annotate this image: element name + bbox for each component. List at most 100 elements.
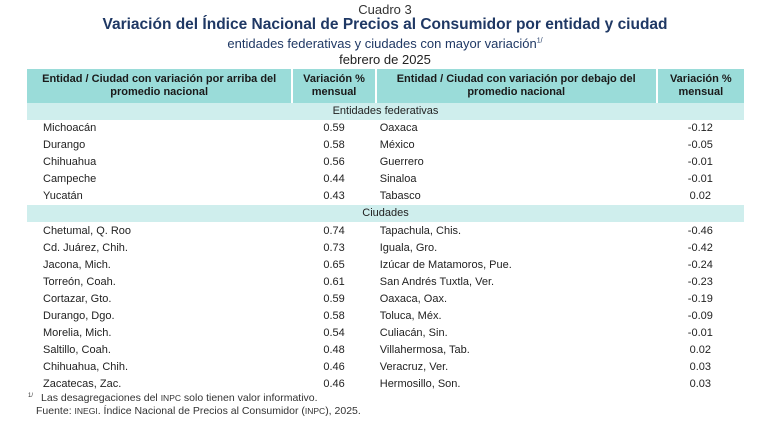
above-variation-cell: 0.59: [323, 122, 345, 135]
section-label: Entidades federativas: [27, 103, 744, 120]
above-variation-cell: 0.74: [323, 224, 345, 237]
table-row: Morelia, Mich. 0.54 Culiacán, Sin. -0.01: [27, 325, 744, 342]
above-entity-cell: Durango: [43, 139, 86, 152]
below-variation-cell: 0.02: [689, 344, 712, 357]
below-variation-cell: -0.01: [687, 173, 713, 186]
section-label: Ciudades: [27, 205, 744, 223]
above-variation-cell: 0.43: [323, 190, 345, 203]
below-entity-cell: Culiacán, Sin.: [379, 327, 448, 340]
below-entity-cell: Villahermosa, Tab.: [379, 344, 470, 357]
above-variation-cell: 0.58: [323, 139, 345, 152]
page-title: Variación del Índice Nacional de Precios…: [102, 16, 668, 33]
below-variation-cell: -0.46: [687, 224, 713, 237]
table-row: Durango, Dgo. 0.58 Toluca, Méx. -0.09: [27, 308, 744, 325]
above-entity-cell: Morelia, Mich.: [43, 327, 112, 340]
above-variation-cell: 0.59: [323, 292, 345, 305]
below-variation-cell: 0.03: [689, 378, 712, 391]
below-variation-cell: -0.24: [687, 258, 713, 271]
below-entity-cell: Toluca, Méx.: [379, 309, 442, 322]
subtitle-text: entidades federativas y ciudades con may…: [227, 36, 537, 51]
footnote-inpc: INPC: [160, 393, 181, 403]
table-row: Zacatecas, Zac. 0.46 Hermosillo, Son. 0.03: [27, 376, 744, 393]
above-entity-cell: Chihuahua, Chih.: [43, 361, 129, 374]
table-row: Chihuahua, Chih. 0.46 Veracruz, Ver. 0.03: [27, 359, 744, 376]
above-entity-cell: Cortazar, Gto.: [43, 292, 112, 305]
above-entity-cell: Cd. Juárez, Chih.: [43, 241, 128, 254]
above-entity-cell: Chetumal, Q. Roo: [43, 224, 132, 237]
above-variation-cell: 0.61: [323, 275, 345, 288]
footnote-mark: 1/: [28, 392, 34, 399]
below-variation-cell: -0.05: [687, 139, 713, 152]
source-text-a: Fuente:: [36, 405, 75, 417]
table-row: Durango 0.58 México -0.05: [27, 137, 744, 154]
below-variation-cell: 0.03: [689, 361, 712, 374]
table-row: Cd. Juárez, Chih. 0.73 Iguala, Gro. -0.42: [27, 240, 744, 257]
header-below-variation: Variación % mensual: [656, 69, 744, 103]
above-entity-cell: Michoacán: [43, 122, 97, 135]
above-entity-cell: Jacona, Mich.: [43, 258, 111, 271]
footnote-text-b: solo tienen valor informativo.: [181, 392, 318, 404]
below-variation-cell: 0.02: [689, 190, 712, 203]
table-row: Jacona, Mich. 0.65 Izúcar de Matamoros, Pu…: [27, 257, 744, 274]
below-variation-cell: -0.01: [687, 327, 713, 340]
source-text-b: . Índice Nacional de Precios al Consumid…: [97, 405, 305, 417]
above-variation-cell: 0.46: [323, 361, 345, 374]
above-entity-cell: Durango, Dgo.: [43, 309, 115, 322]
below-entity-cell: Sinaloa: [379, 173, 417, 186]
above-entity-cell: Zacatecas, Zac.: [43, 378, 122, 391]
above-variation-cell: 0.73: [323, 241, 345, 254]
source-inpc: INPC: [304, 406, 326, 416]
below-variation-cell: -0.23: [687, 275, 713, 288]
below-variation-cell: -0.19: [687, 292, 713, 305]
period-date: febrero de 2025: [339, 52, 431, 67]
below-entity-cell: Guerrero: [379, 156, 424, 169]
above-entity-cell: Yucatán: [43, 190, 83, 203]
table-row: Cortazar, Gto. 0.59 Oaxaca, Oax. -0.19: [27, 291, 744, 308]
table-row: Saltillo, Coah. 0.48 Villahermosa, Tab. 0.0…: [27, 342, 744, 359]
page-subtitle: entidades federativas y ciudades con may…: [0, 36, 770, 51]
source-inegi: INEGI: [74, 406, 98, 416]
above-variation-cell: 0.56: [323, 156, 345, 169]
table-body: Entidades federativas Michoacán 0.59 Oaxaca…: [27, 103, 744, 393]
source-note: Fuente: INEGI. Índice Nacional de Precio…: [36, 405, 361, 417]
below-variation-cell: -0.12: [687, 122, 713, 135]
section-row: Ciudades: [27, 205, 744, 223]
above-variation-cell: 0.65: [323, 258, 345, 271]
below-entity-cell: México: [379, 139, 415, 152]
below-entity-cell: Veracruz, Ver.: [379, 361, 449, 374]
table-header-row: Entidad / Ciudad con variación por arrib…: [27, 69, 744, 103]
header-below-entity: Entidad / Ciudad con variación por debaj…: [375, 69, 658, 103]
source-text-c: ), 2025.: [325, 405, 361, 417]
table-row: Campeche 0.44 Sinaloa -0.01: [27, 171, 744, 188]
footnote-text-a: Las desagregaciones del: [41, 392, 161, 404]
above-entity-cell: Chihuahua: [43, 156, 97, 169]
table-number: Cuadro 3: [358, 2, 412, 17]
below-variation-cell: -0.42: [687, 241, 713, 254]
table-row: Torreón, Coah. 0.61 San Andrés Tuxtla, Ver…: [27, 274, 744, 291]
table-row: Chihuahua 0.56 Guerrero -0.01: [27, 154, 744, 171]
subtitle-footnote-mark: 1/: [536, 37, 543, 45]
above-variation-cell: 0.54: [323, 327, 345, 340]
above-entity-cell: Saltillo, Coah.: [43, 344, 111, 357]
below-entity-cell: San Andrés Tuxtla, Ver.: [379, 275, 495, 288]
below-entity-cell: Oaxaca, Oax.: [379, 292, 448, 305]
below-variation-cell: -0.01: [687, 156, 713, 169]
above-entity-cell: Campeche: [43, 173, 97, 186]
above-variation-cell: 0.44: [323, 173, 345, 186]
above-variation-cell: 0.46: [323, 378, 345, 391]
table-row: Michoacán 0.59 Oaxaca -0.12: [27, 120, 744, 137]
below-variation-cell: -0.09: [687, 309, 713, 322]
below-entity-cell: Iguala, Gro.: [379, 241, 438, 254]
footnote: 1/Las desagregaciones del INPC solo tien…: [28, 392, 318, 404]
below-entity-cell: Tabasco: [379, 190, 421, 203]
below-entity-cell: Tapachula, Chis.: [379, 224, 462, 237]
above-variation-cell: 0.48: [323, 344, 345, 357]
header-above-variation: Variación % mensual: [292, 69, 377, 103]
above-entity-cell: Torreón, Coah.: [43, 275, 116, 288]
section-row: Entidades federativas: [27, 103, 744, 120]
above-variation-cell: 0.58: [323, 309, 345, 322]
below-entity-cell: Hermosillo, Son.: [379, 378, 461, 391]
below-entity-cell: Oaxaca: [379, 122, 418, 135]
table-row: Yucatán 0.43 Tabasco 0.02: [27, 188, 744, 205]
